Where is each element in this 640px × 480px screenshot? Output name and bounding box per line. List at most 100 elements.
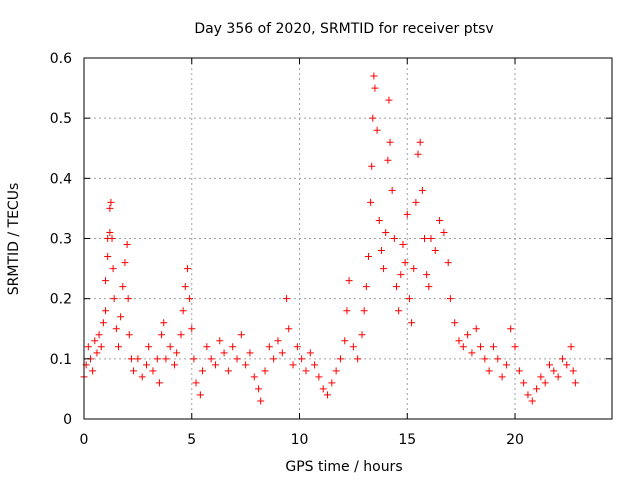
data-point	[177, 331, 185, 339]
data-point	[380, 265, 388, 273]
data-point	[377, 247, 385, 255]
data-point	[158, 331, 166, 339]
data-point	[343, 307, 351, 315]
data-point	[558, 355, 566, 363]
data-point	[399, 241, 407, 249]
data-point	[390, 235, 398, 242]
data-point	[104, 253, 112, 261]
data-point	[520, 379, 528, 387]
x-tick-label: 0	[80, 432, 89, 448]
data-point	[354, 355, 362, 363]
data-point	[121, 259, 129, 267]
data-point	[181, 283, 189, 291]
data-point	[384, 156, 392, 164]
data-point	[341, 337, 349, 345]
data-point	[388, 186, 396, 194]
data-point	[199, 367, 207, 375]
data-point	[119, 283, 127, 291]
data-point	[155, 379, 163, 387]
x-axis-label: GPS time / hours	[285, 459, 402, 475]
data-point	[166, 343, 174, 351]
data-point	[375, 216, 383, 224]
data-point	[114, 343, 122, 351]
data-point	[571, 379, 579, 387]
data-point	[395, 307, 403, 315]
y-tick-label: 0	[63, 412, 72, 428]
data-point	[569, 367, 577, 375]
data-point	[481, 355, 489, 363]
data-point	[367, 198, 375, 206]
data-point	[319, 385, 327, 393]
data-point	[145, 343, 153, 351]
data-point	[444, 259, 452, 267]
data-point	[203, 343, 211, 351]
data-point	[451, 319, 459, 327]
data-point	[84, 343, 92, 351]
y-tick-label: 0.4	[50, 171, 72, 187]
data-point	[162, 355, 170, 363]
y-tick-label: 0.5	[50, 111, 72, 127]
data-point	[171, 361, 179, 369]
data-point	[563, 361, 571, 369]
data-points	[80, 72, 579, 405]
data-point	[423, 271, 431, 279]
data-point	[298, 355, 306, 363]
data-point	[315, 373, 323, 381]
data-point	[446, 295, 454, 303]
data-point	[502, 361, 510, 369]
data-point	[270, 355, 278, 363]
data-point	[138, 373, 146, 381]
data-point	[285, 325, 293, 333]
data-point	[392, 283, 400, 291]
axis-ticks: 0 0.1 0.2 0.3 0.4 0.5 0.6 0 5 10 15 20	[50, 51, 612, 448]
data-point	[124, 295, 132, 303]
data-point	[220, 349, 228, 357]
data-point	[386, 138, 394, 146]
data-point	[109, 265, 117, 273]
data-point	[108, 235, 116, 242]
data-point	[541, 379, 549, 387]
data-point	[455, 337, 463, 345]
data-point	[93, 349, 101, 357]
data-point	[110, 295, 118, 303]
data-point	[117, 313, 125, 321]
y-axis-label: SRMTID / TECUs	[6, 183, 22, 296]
data-point	[358, 331, 366, 339]
data-point	[364, 253, 372, 261]
data-point	[229, 343, 237, 351]
data-point	[160, 319, 168, 327]
data-point	[477, 343, 485, 351]
y-tick-label: 0.1	[50, 352, 72, 368]
data-point	[537, 373, 545, 381]
data-point	[183, 265, 191, 273]
data-point	[459, 343, 467, 351]
data-point	[246, 349, 254, 357]
data-point	[186, 295, 194, 303]
data-point	[515, 367, 523, 375]
data-point	[127, 355, 135, 363]
x-tick-label: 5	[187, 432, 196, 448]
data-point	[125, 331, 133, 339]
data-point	[368, 162, 376, 170]
data-point	[401, 259, 409, 267]
data-point	[190, 355, 198, 363]
data-point	[489, 343, 497, 351]
x-tick-label: 20	[506, 432, 524, 448]
data-point	[142, 361, 150, 369]
data-point	[95, 331, 103, 339]
data-point	[524, 391, 532, 399]
data-point	[546, 361, 554, 369]
data-point	[173, 349, 181, 357]
data-point	[207, 355, 215, 363]
data-point	[257, 397, 265, 405]
data-point	[278, 349, 286, 357]
data-point	[410, 265, 418, 273]
data-point	[371, 84, 379, 92]
grid	[84, 58, 612, 419]
data-point	[89, 367, 97, 375]
y-tick-label: 0.3	[50, 232, 72, 248]
data-point	[464, 331, 472, 339]
data-point	[97, 343, 105, 351]
data-point	[106, 204, 114, 212]
